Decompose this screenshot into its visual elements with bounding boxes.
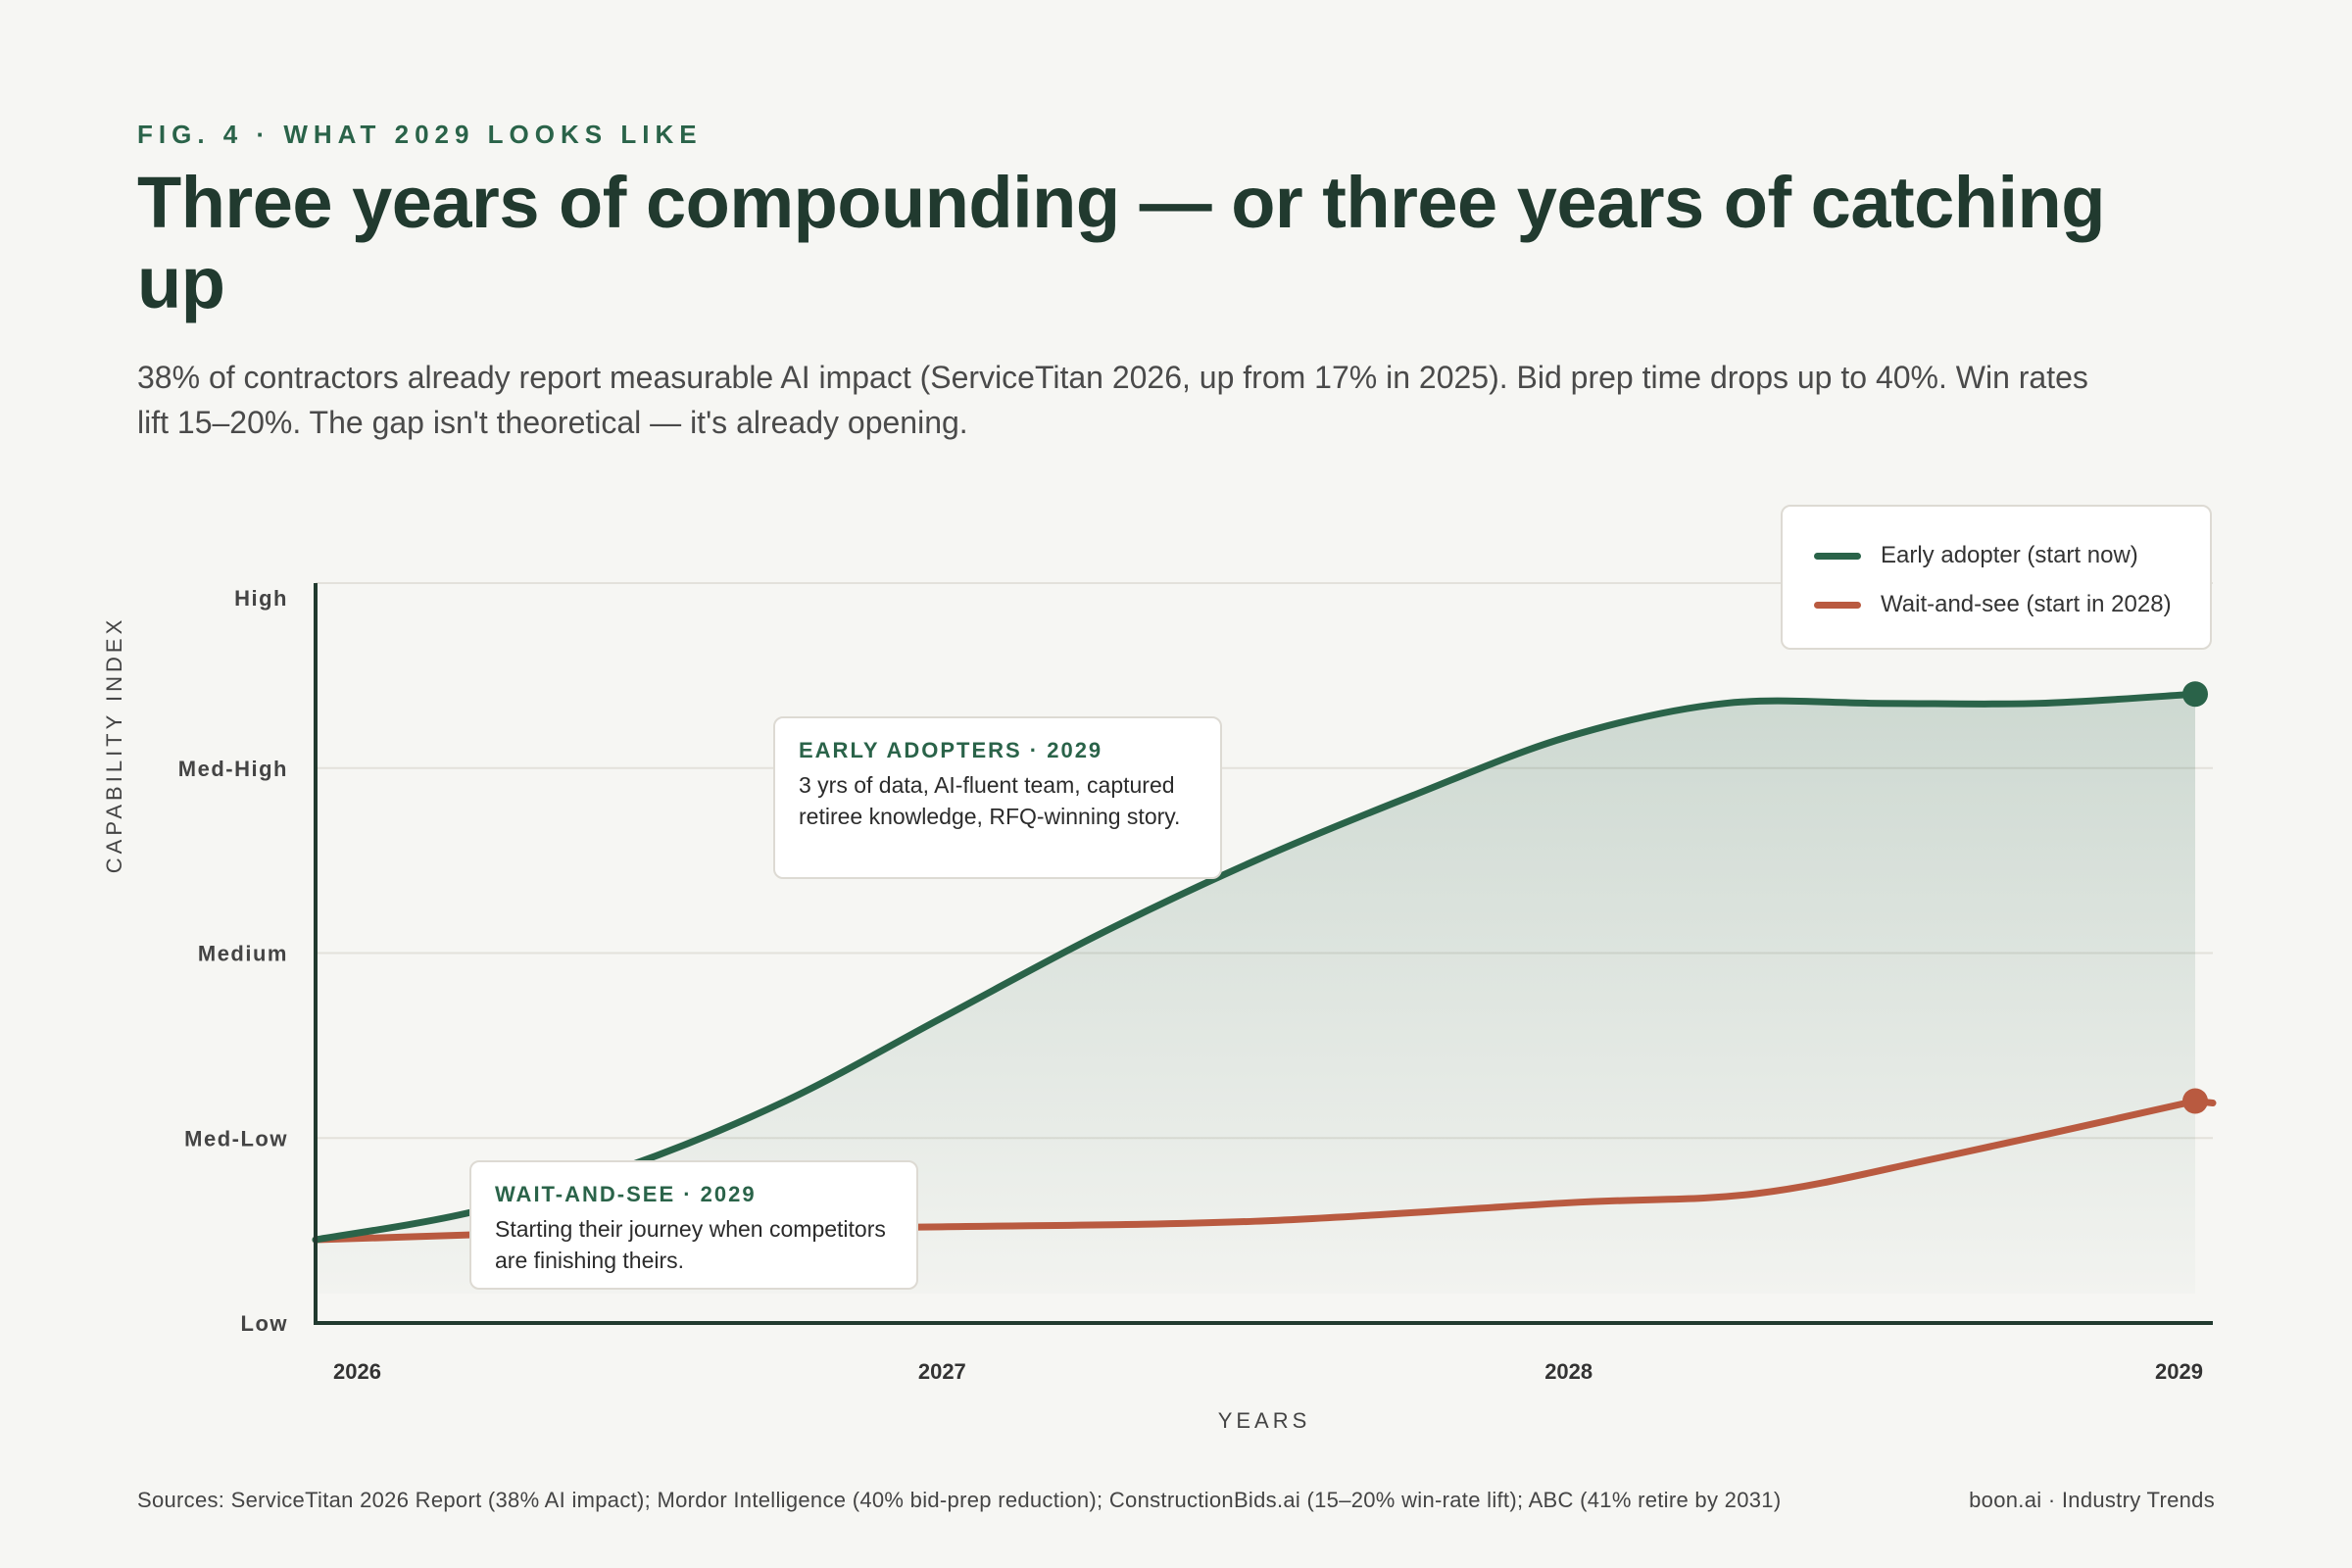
page-subtitle: 38% of contractors already report measur… [137,360,2088,440]
gap-area-fill [316,694,2195,1294]
tick-labels: Low Med-Low Medium Med-High High 2026 2027 2028… [102,586,2203,1433]
x-tick-label: 2027 [918,1359,966,1384]
annotation-text: Starting their journey when competitors … [495,1216,886,1273]
endpoint-marker-wait-and-see [2182,1088,2208,1114]
axes [314,583,2213,1325]
gap-area [316,694,2195,1294]
annotation-wait-and-see: WAIT-AND-SEE · 2029 Starting their journ… [469,1160,918,1290]
y-tick-label: Low [241,1311,289,1336]
sources-note: Sources: ServiceTitan 2026 Report (38% A… [137,1488,1782,1512]
annotation-early-adopters: EARLY ADOPTERS · 2029 3 yrs of data, AI-… [773,716,1222,879]
y-tick-label: High [234,586,288,611]
legend-label-early-adopter: Early adopter (start now) [1881,542,2138,568]
brand-credit: boon.ai · Industry Trends [1969,1488,2215,1512]
legend-item-early-adopter: Early adopter (start now) [1814,542,2138,569]
chart-legend: Early adopter (start now) Wait-and-see (… [1781,505,2212,650]
y-tick-label: Medium [198,942,288,966]
figure-label: FIG. 4 · WHAT 2029 LOOKS LIKE [137,120,703,149]
legend-item-wait-and-see: Wait-and-see (start in 2028) [1814,591,2172,618]
page-title: Three years of compounding — or three ye… [137,162,2105,323]
x-tick-label: 2026 [333,1359,381,1384]
annotation-title: EARLY ADOPTERS · 2029 [799,738,1103,762]
endpoint-marker-early-adopter [2182,681,2208,708]
legend-label-wait-and-see: Wait-and-see (start in 2028) [1881,591,2172,617]
legend-swatch-wait-and-see [1814,601,1861,609]
x-tick-label: 2028 [1544,1359,1592,1384]
annotation-title: WAIT-AND-SEE · 2029 [495,1182,757,1206]
legend-swatch-early-adopter [1814,552,1861,560]
x-axis-title: YEARS [1218,1408,1311,1433]
x-tick-label: 2029 [2155,1359,2203,1384]
annotation-text: 3 yrs of data, AI-fluent team, captured … [799,772,1181,829]
y-tick-label: Med-Low [184,1126,288,1151]
y-tick-label: Med-High [178,757,288,781]
y-axis-title: CAPABILITY INDEX [102,616,126,873]
